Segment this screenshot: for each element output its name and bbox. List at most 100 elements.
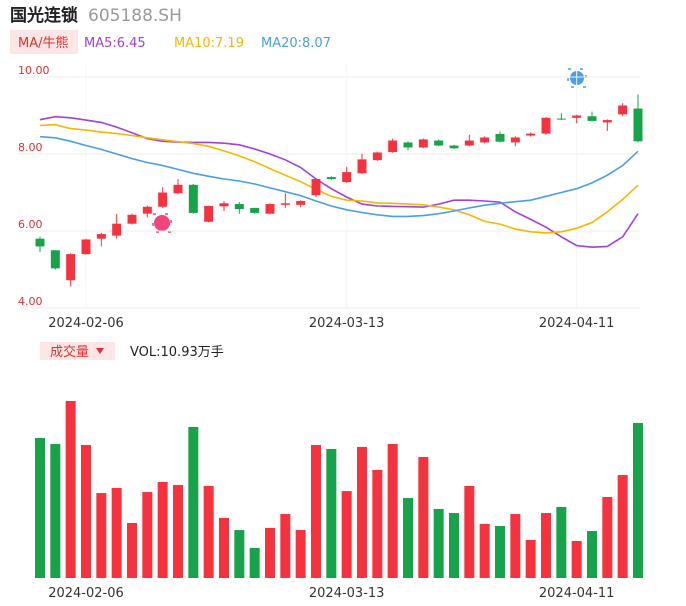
- volume-bar: [50, 443, 61, 578]
- candle-body: [449, 145, 459, 149]
- dropdown-icon[interactable]: [96, 348, 104, 354]
- candle-body: [127, 214, 137, 224]
- volume-bar: [295, 530, 306, 578]
- candle-body: [587, 116, 597, 121]
- legend: MA5:6.45 MA10:7.19 MA20:8.07: [84, 36, 331, 51]
- candle-body: [495, 133, 505, 142]
- volume-bar: [265, 527, 275, 578]
- legend-title: MA/牛熊: [18, 35, 69, 51]
- volume-bar: [157, 481, 168, 578]
- volume-bar: [249, 547, 260, 578]
- candle-body: [464, 140, 474, 146]
- volume-bar: [280, 514, 291, 578]
- candle-body: [541, 117, 551, 134]
- volume-bar: [479, 523, 490, 578]
- candle-body: [158, 192, 168, 207]
- candle-body: [602, 120, 612, 123]
- candle-body: [357, 159, 367, 174]
- legend-entry: MA10:7.19: [174, 36, 244, 51]
- candle-body: [204, 205, 214, 222]
- candle-body: [326, 177, 336, 180]
- candle-body: [556, 118, 566, 120]
- volume-bar: [617, 475, 628, 578]
- candle-body: [296, 200, 306, 205]
- candle-body: [173, 184, 183, 194]
- x-tick-label: 2024-03-13: [309, 316, 385, 331]
- volume-bar: [311, 444, 321, 578]
- volume-bar: [234, 530, 245, 578]
- candle-body: [188, 184, 198, 213]
- volume-bar: [81, 444, 91, 578]
- volume-bar: [587, 531, 597, 578]
- volume-bar: [173, 484, 183, 578]
- volume-bar: [433, 508, 444, 578]
- volume-bar: [111, 487, 122, 578]
- candle-body: [66, 254, 76, 281]
- candle-body: [388, 140, 398, 153]
- y-tick-label: 6.00: [18, 218, 43, 231]
- volume-value-label: VOL:10.93万手: [130, 345, 224, 360]
- candle-body: [250, 207, 260, 213]
- x-tick-label: 2024-04-11: [539, 586, 615, 601]
- candle-body: [96, 234, 106, 239]
- candle-body: [50, 250, 60, 269]
- volume-bar: [449, 513, 459, 578]
- candle-body: [35, 238, 45, 247]
- candle-body: [219, 203, 229, 207]
- x-tick-label: 2024-04-11: [539, 316, 615, 331]
- legend-title-bg: [10, 30, 78, 54]
- volume-bar: [341, 491, 352, 578]
- legend-entry: MA5:6.45: [84, 36, 146, 51]
- volume-bar: [418, 457, 429, 578]
- volume-bar: [525, 539, 536, 578]
- x-tick-label: 2024-02-06: [48, 586, 124, 601]
- candle-body: [142, 206, 152, 214]
- volume-bar: [571, 540, 582, 578]
- y-tick-label: 4.00: [18, 295, 43, 308]
- candle-body: [265, 204, 275, 214]
- volume-bar: [203, 485, 214, 578]
- volume-label[interactable]: 成交量: [50, 344, 89, 360]
- volume-bar: [372, 469, 383, 578]
- ma-line: [39, 123, 639, 234]
- x-tick-label: 2024-02-06: [48, 316, 124, 331]
- candle-body: [81, 239, 91, 255]
- volume-bar: [510, 514, 521, 578]
- volume-bar: [65, 401, 76, 578]
- volume-bar: [96, 493, 107, 578]
- candle-body: [234, 204, 244, 210]
- volume-bar: [188, 426, 199, 578]
- volume-bar: [556, 506, 567, 578]
- volume-bar: [326, 448, 337, 578]
- ma-line: [39, 135, 639, 218]
- volume-bar: [633, 422, 643, 578]
- y-tick-label: 8.00: [18, 141, 43, 154]
- candle-body: [403, 142, 413, 148]
- candle-body: [372, 152, 382, 161]
- ma-line: [39, 115, 639, 249]
- volume-bar: [35, 438, 45, 578]
- volume-bar: [541, 513, 551, 578]
- candle-body: [526, 133, 536, 136]
- y-tick-label: 10.00: [18, 64, 50, 77]
- stock-name: 国光连锁: [10, 5, 78, 26]
- volume-bar: [403, 498, 413, 578]
- candle-body: [572, 115, 582, 118]
- stock-code: 605188.SH: [88, 6, 182, 26]
- candle-body: [510, 137, 520, 143]
- volume-bar: [387, 443, 398, 578]
- volume-bar: [142, 492, 153, 578]
- candle-body: [633, 108, 643, 142]
- candle-body: [280, 203, 290, 205]
- volume-bar: [219, 518, 229, 578]
- x-tick-label: 2024-03-13: [309, 586, 385, 601]
- legend-entry: MA20:8.07: [261, 36, 331, 51]
- volume-label-bg[interactable]: [40, 342, 115, 360]
- volume-bar: [127, 522, 137, 578]
- bull-badge: [152, 213, 172, 233]
- candle-body: [311, 179, 321, 196]
- volume-bar: [464, 485, 475, 578]
- candle-body: [342, 172, 352, 183]
- volume-bar: [357, 446, 367, 578]
